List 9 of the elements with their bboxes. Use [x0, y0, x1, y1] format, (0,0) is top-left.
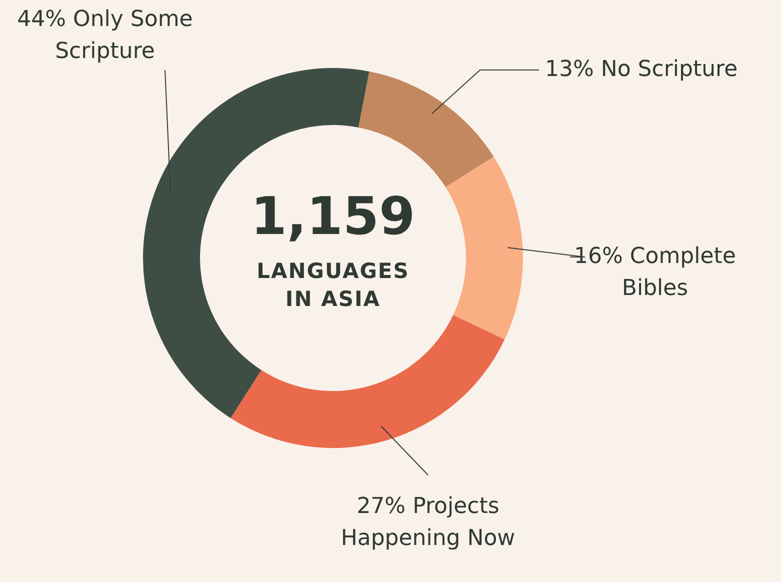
- slice-label: 16% Complete Bibles: [574, 244, 736, 302]
- slice-label: 44% Only Some Scripture: [17, 7, 193, 64]
- donut-slice: [230, 315, 505, 448]
- slice-label: 27% Projects Happening Now: [340, 494, 516, 552]
- donut-slice: [358, 71, 494, 188]
- text: LANGUAGES IN ASIA: [256, 258, 410, 311]
- slice-label: 13% No Scripture: [545, 57, 738, 82]
- donut-slice: [446, 156, 523, 340]
- text: 1,159: [250, 187, 416, 248]
